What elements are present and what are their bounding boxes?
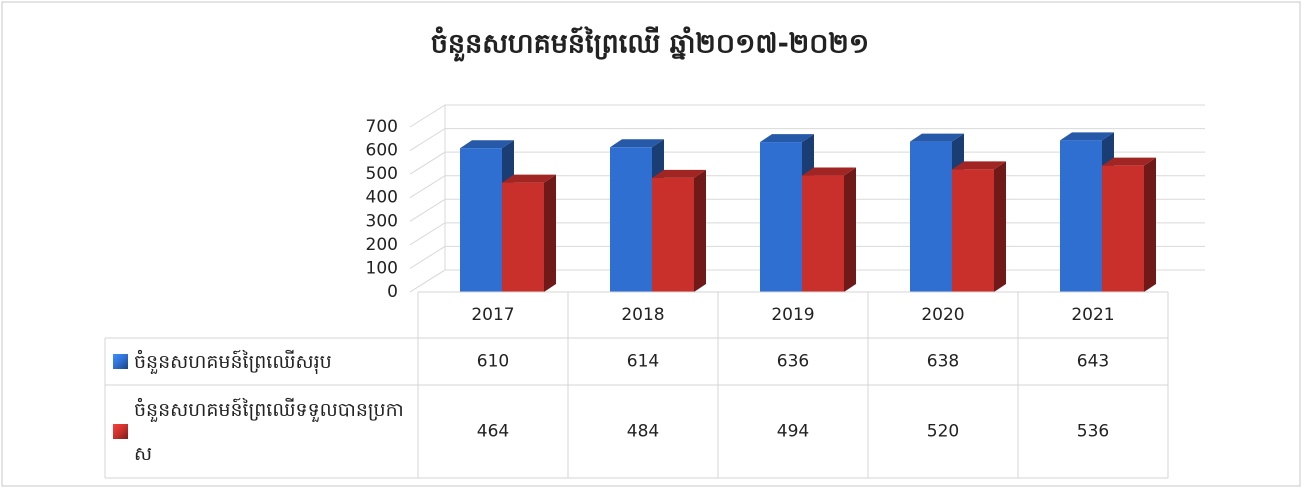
- y-tick-label: 100: [366, 258, 398, 278]
- table-value: 610: [477, 352, 509, 372]
- x-tick-label: 2019: [771, 305, 814, 325]
- x-tick-label: 2020: [921, 305, 964, 325]
- bar: [502, 174, 556, 292]
- bar-top: [802, 167, 856, 176]
- bar-front: [652, 177, 694, 292]
- y-tick-label: 200: [366, 235, 398, 255]
- table-value: 536: [1077, 422, 1109, 442]
- chart-title: ចំនួនសហគមន៍ព្រៃឈើ ឆ្នាំ២០១៧-២០២១: [431, 26, 869, 63]
- table-value: 484: [627, 422, 659, 442]
- bar-top: [652, 169, 706, 178]
- y-tick-label: 700: [366, 117, 398, 137]
- bar-top: [610, 139, 664, 148]
- table-value: 494: [777, 422, 809, 442]
- bar-top: [910, 133, 964, 142]
- legend-swatch: [113, 424, 128, 439]
- bar-top: [760, 134, 814, 143]
- y-tick-label: 300: [366, 211, 398, 231]
- y-tick-label: 0: [387, 282, 398, 302]
- table-value: 643: [1077, 352, 1109, 372]
- x-tick-label: 2017: [471, 305, 514, 325]
- bar-side: [1144, 157, 1156, 292]
- bar-side: [994, 161, 1006, 292]
- legend-entry: ចំនួនសហគមន៍ព្រៃឈើសរុប: [113, 338, 412, 385]
- bar-top: [502, 174, 556, 183]
- bar-front: [610, 147, 652, 292]
- table-value: 636: [777, 352, 809, 372]
- grid-line: [409, 128, 1205, 151]
- y-tick-label: 500: [366, 164, 398, 184]
- bar-front: [910, 141, 952, 292]
- table-value: 464: [477, 422, 509, 442]
- bar-top: [952, 161, 1006, 170]
- bar-top: [1102, 157, 1156, 166]
- table-grid: [104, 291, 1169, 479]
- bar-front: [1102, 165, 1144, 292]
- bar-front: [802, 175, 844, 292]
- table-value: 520: [927, 422, 959, 442]
- bar: [1102, 157, 1156, 292]
- table-value: 614: [627, 352, 659, 372]
- bar-side: [844, 167, 856, 292]
- bar-front: [1060, 140, 1102, 292]
- bar-front: [502, 182, 544, 292]
- legend-label: ចំនួនសហគមន៍ព្រៃឈើទទួលបានប្រកាស: [134, 398, 404, 465]
- bar-side: [544, 174, 556, 292]
- bar-front: [760, 142, 802, 292]
- bar: [802, 167, 856, 292]
- y-tick-label: 600: [366, 141, 398, 161]
- legend-swatch: [113, 354, 128, 369]
- legend-entry: ចំនួនសហគមន៍ព្រៃឈើទទួលបានប្រកាស: [113, 385, 412, 478]
- x-tick-label: 2018: [621, 305, 664, 325]
- table-value: 638: [927, 352, 959, 372]
- bar-front: [952, 169, 994, 292]
- y-tick-label: 400: [366, 188, 398, 208]
- grid-line: [409, 104, 1205, 128]
- bar: [652, 169, 706, 292]
- x-tick-label: 2021: [1071, 305, 1114, 325]
- legend-label: ចំនួនសហគមន៍ព្រៃឈើសរុប: [134, 350, 332, 373]
- bar-top: [1060, 132, 1114, 141]
- bar: [952, 161, 1006, 292]
- bar-front: [460, 148, 502, 292]
- bar-top: [460, 140, 514, 149]
- bar-side: [694, 169, 706, 292]
